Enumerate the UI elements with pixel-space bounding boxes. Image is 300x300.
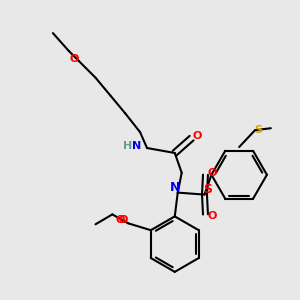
Text: O: O — [116, 215, 125, 225]
Text: S: S — [203, 183, 212, 196]
Text: O: O — [118, 215, 128, 225]
Text: N: N — [133, 141, 142, 151]
Text: O: O — [193, 131, 202, 141]
Text: O: O — [208, 168, 217, 178]
Text: S: S — [254, 125, 262, 135]
Text: N: N — [169, 181, 180, 194]
Text: O: O — [69, 54, 78, 64]
Text: H: H — [123, 141, 132, 151]
Text: O: O — [208, 212, 217, 221]
